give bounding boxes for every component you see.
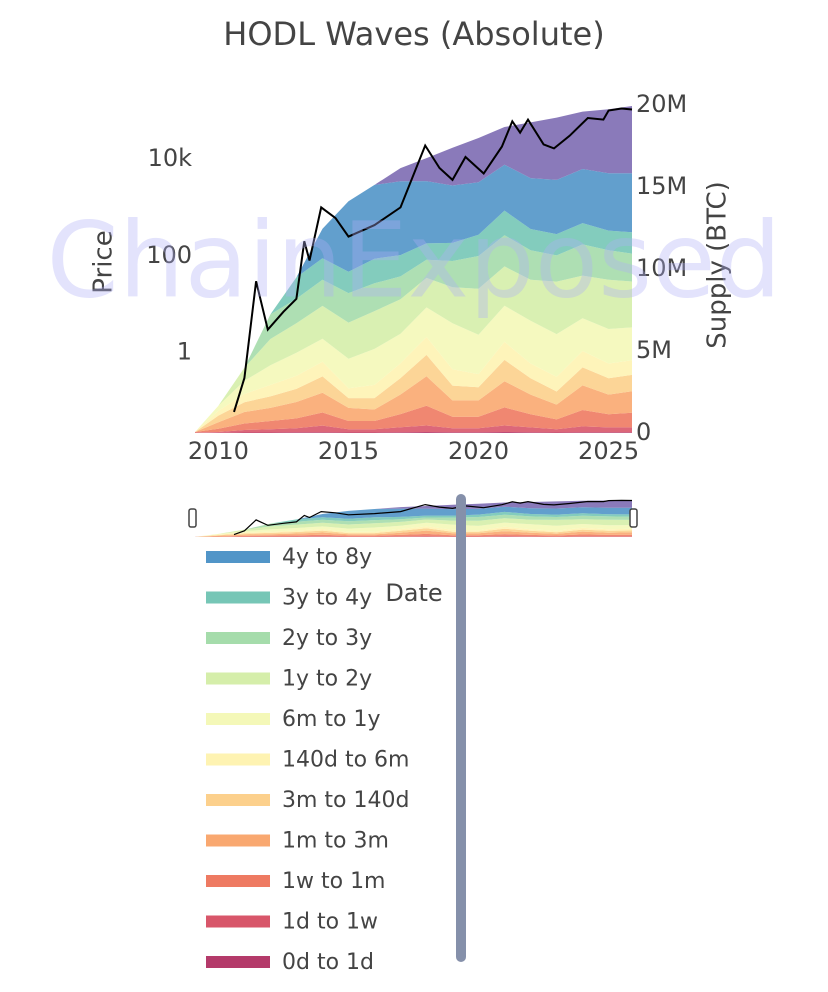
legend-swatch: [206, 672, 270, 685]
legend-swatch: [206, 632, 270, 644]
y2-tick-label: 10M: [636, 254, 687, 282]
legend-label: 3y to 4y: [282, 586, 372, 611]
range-handle[interactable]: [188, 508, 197, 528]
area: [195, 164, 632, 432]
legend-swatch: [206, 591, 270, 604]
y2-tick-label: 0: [636, 418, 651, 446]
legend-item[interactable]: 1d to 1w: [206, 910, 378, 935]
legend-swatch: [206, 915, 270, 928]
area: [195, 106, 632, 432]
legend-item[interactable]: 4y to 8y: [206, 545, 372, 570]
mini-area: [195, 522, 632, 537]
legend-label: 6m to 1y: [282, 707, 381, 732]
legend-label: 140d to 6m: [282, 748, 409, 773]
mini-price-line: [233, 499, 633, 536]
legend-swatch: [206, 713, 270, 725]
mini-area: [195, 506, 632, 537]
y-tick-label: 10k: [148, 144, 193, 172]
area: [195, 210, 632, 432]
range-handle[interactable]: [629, 508, 638, 528]
mini-area: [195, 514, 632, 537]
price-line: [233, 107, 633, 413]
area: [195, 376, 632, 432]
range-slider[interactable]: [188, 499, 638, 537]
legend-item[interactable]: 140d to 6m: [206, 748, 409, 773]
legend-item[interactable]: 3y to 4y: [206, 586, 372, 611]
x-tick-label: 2015: [318, 437, 379, 465]
legend-label: 1m to 3m: [282, 829, 389, 854]
area: [195, 425, 632, 433]
legend: 4y to 8y 3y to 4y 2y to 3y 1y to 2y 6m to 1y…: [206, 545, 409, 975]
legend-label: 0d to 1d: [282, 950, 374, 975]
y2-tick-label: 5M: [636, 336, 672, 364]
mini-area: [195, 511, 632, 537]
x-tick-label: 2010: [188, 437, 249, 465]
area: [195, 266, 632, 432]
y-tick-label: 1: [177, 338, 192, 366]
area: [195, 235, 632, 432]
y2-axis-title: Supply (BTC): [703, 181, 733, 349]
legend-label: 1d to 1w: [282, 910, 378, 935]
legend-swatch: [206, 551, 270, 563]
mini-area: [195, 526, 632, 537]
legend-item[interactable]: 3m to 140d: [206, 788, 409, 813]
plot-area: 2010 2015 2020 2025 1 100 10k 0 5M 10M 15M 20M: [146, 90, 687, 465]
legend-swatch: [206, 753, 270, 766]
area: [195, 354, 632, 432]
scrollbar[interactable]: [456, 494, 466, 962]
legend-label: 1w to 1m: [282, 869, 386, 894]
area: [195, 432, 632, 433]
legend-swatch: [206, 794, 270, 806]
legend-item[interactable]: 2y to 3y: [206, 626, 372, 651]
area: [195, 336, 632, 432]
chart-title: HODL Waves (Absolute): [223, 15, 604, 53]
legend-item[interactable]: 0d to 1d: [206, 950, 374, 975]
legend-item[interactable]: 1w to 1m: [206, 869, 386, 894]
y2-tick-label: 20M: [636, 90, 687, 118]
x-tick-label: 2020: [448, 437, 509, 465]
legend-label: 4y to 8y: [282, 545, 372, 570]
y2-tick-label: 15M: [636, 172, 687, 200]
x-tick-label: 2025: [578, 437, 639, 465]
y-tick-label: 100: [146, 241, 192, 269]
area: [195, 305, 632, 432]
mini-area: [195, 518, 632, 537]
y-axis-title: Price: [89, 230, 119, 293]
legend-item[interactable]: 6m to 1y: [206, 707, 381, 732]
legend-swatch: [206, 834, 270, 847]
legend-swatch: [206, 875, 270, 887]
area: [195, 405, 632, 433]
x-axis-title: Date: [385, 579, 442, 607]
legend-label: 2y to 3y: [282, 626, 372, 651]
legend-swatch: [206, 956, 270, 968]
legend-item[interactable]: 1y to 2y: [206, 667, 372, 692]
mini-area: [195, 530, 632, 537]
legend-item[interactable]: 1m to 3m: [206, 829, 389, 854]
mini-area: [195, 528, 632, 537]
mini-area: [195, 533, 632, 537]
legend-label: 3m to 140d: [282, 788, 409, 813]
watermark: ChainExposed: [47, 199, 782, 321]
legend-label: 1y to 2y: [282, 667, 372, 692]
mini-area: [195, 536, 632, 537]
